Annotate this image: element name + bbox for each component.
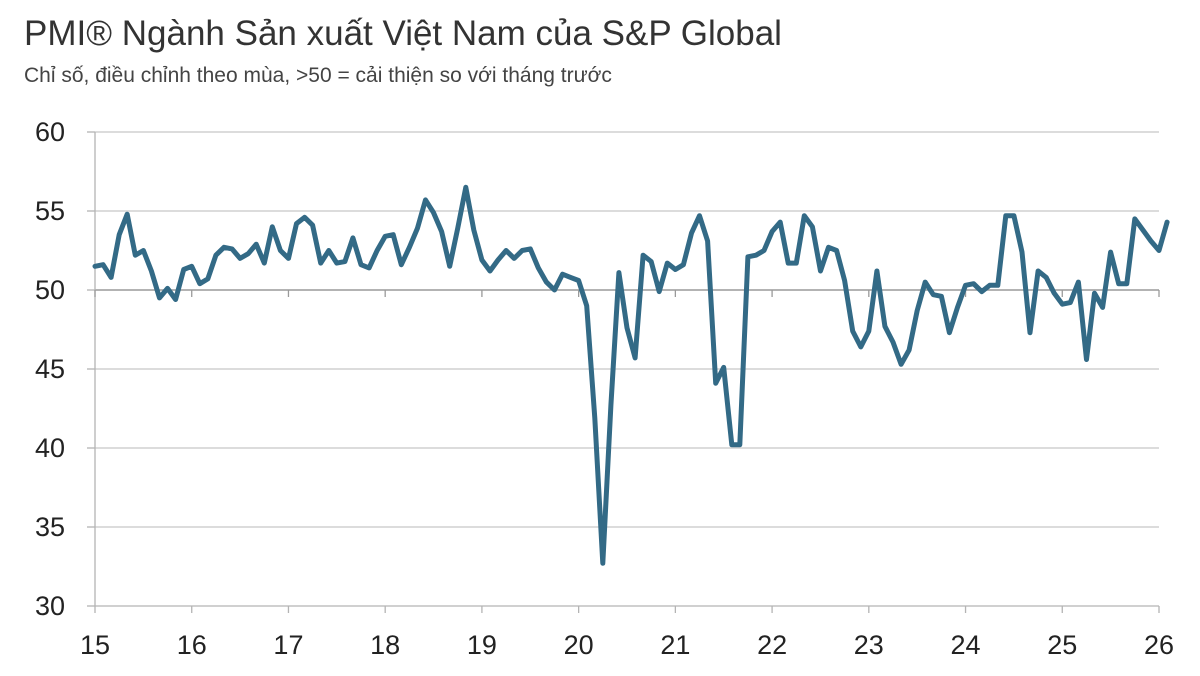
x-tick-label: 25 [1047, 630, 1077, 660]
x-tick-label: 23 [854, 630, 884, 660]
series-line-pmi [92, 184, 1170, 566]
x-tick-labels: 15 16 17 18 19 20 21 22 23 24 25 26 [80, 630, 1174, 660]
y-tick-label: 50 [35, 275, 65, 305]
x-tick-label: 24 [951, 630, 981, 660]
y-tick-label: 45 [35, 354, 65, 384]
chart-title: PMI® Ngành Sản xuất Việt Nam của S&P Glo… [24, 14, 782, 53]
x-tick-label: 19 [467, 630, 497, 660]
axes [87, 131, 1160, 613]
x-tick-label: 26 [1144, 630, 1174, 660]
y-tick-labels: 60 55 50 45 40 35 30 [35, 117, 65, 621]
gridlines [95, 131, 1159, 528]
series-layer [92, 184, 1170, 566]
y-tick-label: 60 [35, 117, 65, 147]
x-tick-label: 15 [80, 630, 110, 660]
x-tick-label: 16 [177, 630, 207, 660]
y-tick-label: 55 [35, 196, 65, 226]
chart-subtitle: Chỉ số, điều chỉnh theo mùa, >50 = cải t… [24, 64, 612, 87]
x-tick-label: 20 [564, 630, 594, 660]
y-tick-label: 30 [35, 591, 65, 621]
x-tick-label: 18 [370, 630, 400, 660]
y-tick-label: 40 [35, 433, 65, 463]
y-tick-label: 35 [35, 512, 65, 542]
x-tick-label: 22 [757, 630, 787, 660]
x-tick-label: 17 [273, 630, 303, 660]
x-tick-label: 21 [660, 630, 690, 660]
